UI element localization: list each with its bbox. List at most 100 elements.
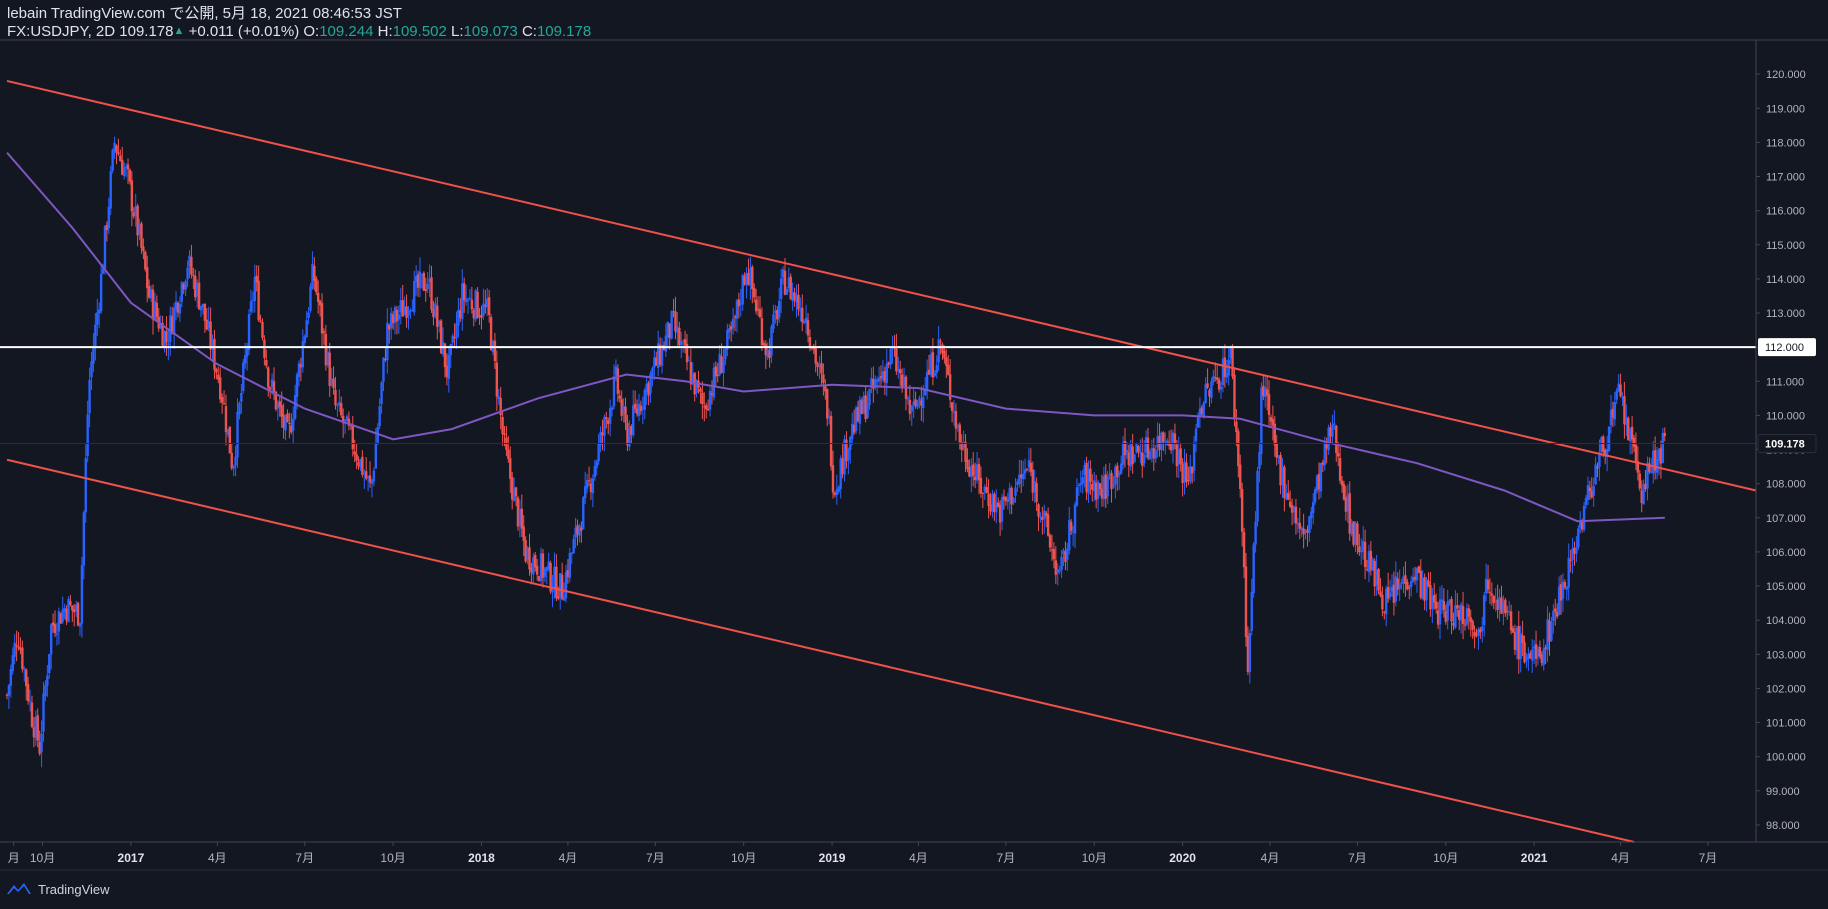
candle: [215, 367, 218, 380]
candle-body: [1175, 444, 1179, 467]
candle-body: [76, 602, 80, 626]
candle: [528, 533, 531, 576]
candle: [278, 395, 281, 417]
candle: [858, 395, 862, 435]
candle: [1131, 433, 1134, 474]
candle: [612, 364, 616, 410]
candle: [96, 298, 99, 336]
candles-layer: [5, 136, 1666, 768]
candle: [852, 409, 856, 435]
candle-body: [1127, 452, 1131, 466]
candle: [188, 250, 191, 279]
candle-body: [23, 668, 26, 670]
candle-body: [459, 310, 462, 318]
candle-body: [656, 343, 660, 369]
candle: [1473, 625, 1476, 649]
candle-body: [478, 315, 481, 317]
candle-body: [182, 284, 185, 289]
candle-body: [1246, 636, 1250, 673]
candle-body: [689, 361, 693, 385]
candle-body: [1118, 472, 1121, 476]
candle-body: [733, 316, 737, 318]
candle-body: [507, 449, 510, 459]
candle-body: [1463, 624, 1467, 626]
candle-body: [660, 344, 664, 366]
candle: [1108, 463, 1111, 480]
y-tick-label: 107.000: [1766, 513, 1806, 525]
x-tick-label: 2020: [1169, 851, 1196, 865]
candle-body: [599, 431, 602, 446]
candle: [597, 434, 600, 466]
candle: [30, 695, 34, 729]
candle-body: [1081, 477, 1084, 484]
candle: [1559, 575, 1563, 615]
candle: [1004, 495, 1008, 506]
candle: [979, 466, 983, 498]
candle-body: [436, 305, 439, 327]
candle: [1273, 416, 1277, 457]
candle: [389, 307, 393, 340]
candle-body: [1419, 570, 1422, 598]
candle: [816, 361, 819, 377]
candle: [954, 403, 958, 441]
candle-body: [1600, 437, 1603, 452]
candle-body: [745, 273, 748, 284]
candle-body: [1333, 423, 1336, 425]
candle-body: [1650, 471, 1653, 473]
candle-body: [299, 364, 303, 368]
candle-body: [495, 362, 499, 397]
candle-body: [1288, 501, 1292, 507]
candle: [299, 357, 303, 382]
candle-body: [322, 331, 326, 334]
candle: [1118, 470, 1121, 491]
candle: [516, 495, 520, 531]
candle-body: [455, 323, 458, 339]
candle-body: [774, 310, 777, 314]
tradingview-logo-icon[interactable]: [6, 881, 32, 897]
last-price: 109.178: [119, 23, 174, 40]
candle: [680, 331, 683, 359]
candle: [409, 308, 412, 319]
candle: [549, 560, 552, 595]
candle-body: [1636, 461, 1640, 473]
candle: [1454, 590, 1457, 630]
x-tick-label: 4月: [1611, 851, 1630, 865]
candle: [267, 365, 270, 397]
candle: [589, 477, 593, 500]
candle-body: [779, 278, 783, 299]
candle: [1016, 478, 1019, 492]
candle-body: [701, 392, 704, 405]
candle-body: [864, 395, 867, 420]
candle: [587, 466, 591, 487]
candle: [1554, 598, 1557, 626]
candle: [1058, 565, 1061, 575]
candle: [474, 288, 477, 322]
candle-body: [1496, 599, 1499, 610]
candle-body: [820, 363, 823, 374]
candle: [1630, 416, 1634, 454]
candle-body: [624, 406, 627, 423]
symbol-label[interactable]: FX:USDJPY, 2D: [7, 23, 116, 40]
candle: [1056, 563, 1059, 586]
candle: [1592, 477, 1595, 507]
candle-body: [983, 486, 986, 492]
candle: [583, 471, 587, 505]
candle: [754, 288, 758, 315]
candle: [908, 384, 912, 421]
candle: [1615, 387, 1618, 405]
candle: [776, 306, 779, 326]
candle: [1102, 466, 1106, 507]
candle: [138, 218, 141, 240]
candle: [318, 299, 322, 317]
candle-body: [57, 611, 61, 632]
candle-body: [1254, 521, 1257, 545]
candle-body: [113, 142, 116, 152]
candle: [608, 399, 612, 437]
brand-label[interactable]: TradingView: [38, 881, 110, 897]
candle: [194, 269, 197, 301]
candle: [1200, 405, 1204, 417]
candle: [1244, 552, 1248, 647]
candle: [220, 393, 224, 414]
